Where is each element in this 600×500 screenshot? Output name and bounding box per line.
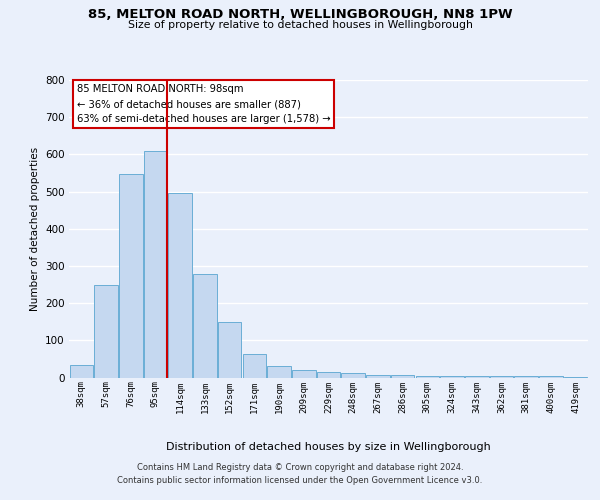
- Bar: [341, 373, 365, 378]
- Bar: [94, 286, 118, 378]
- Bar: [193, 274, 217, 378]
- Y-axis label: Number of detached properties: Number of detached properties: [29, 146, 40, 311]
- Bar: [391, 375, 415, 378]
- Bar: [268, 366, 291, 378]
- Bar: [440, 376, 464, 378]
- Text: 85, MELTON ROAD NORTH, WELLINGBOROUGH, NN8 1PW: 85, MELTON ROAD NORTH, WELLINGBOROUGH, N…: [88, 8, 512, 20]
- Bar: [490, 376, 513, 378]
- Bar: [218, 322, 241, 378]
- Text: Contains public sector information licensed under the Open Government Licence v3: Contains public sector information licen…: [118, 476, 482, 485]
- Bar: [514, 376, 538, 378]
- Text: Distribution of detached houses by size in Wellingborough: Distribution of detached houses by size …: [166, 442, 491, 452]
- Bar: [564, 377, 587, 378]
- Bar: [366, 374, 389, 378]
- Bar: [416, 376, 439, 378]
- Bar: [317, 372, 340, 378]
- Bar: [292, 370, 316, 378]
- Bar: [119, 174, 143, 378]
- Bar: [169, 194, 192, 378]
- Text: Contains HM Land Registry data © Crown copyright and database right 2024.: Contains HM Land Registry data © Crown c…: [137, 464, 463, 472]
- Bar: [144, 152, 167, 378]
- Text: 85 MELTON ROAD NORTH: 98sqm
← 36% of detached houses are smaller (887)
63% of se: 85 MELTON ROAD NORTH: 98sqm ← 36% of det…: [77, 84, 331, 124]
- Bar: [539, 376, 563, 378]
- Bar: [465, 376, 488, 378]
- Bar: [242, 354, 266, 378]
- Bar: [70, 365, 93, 378]
- Text: Size of property relative to detached houses in Wellingborough: Size of property relative to detached ho…: [128, 20, 472, 30]
